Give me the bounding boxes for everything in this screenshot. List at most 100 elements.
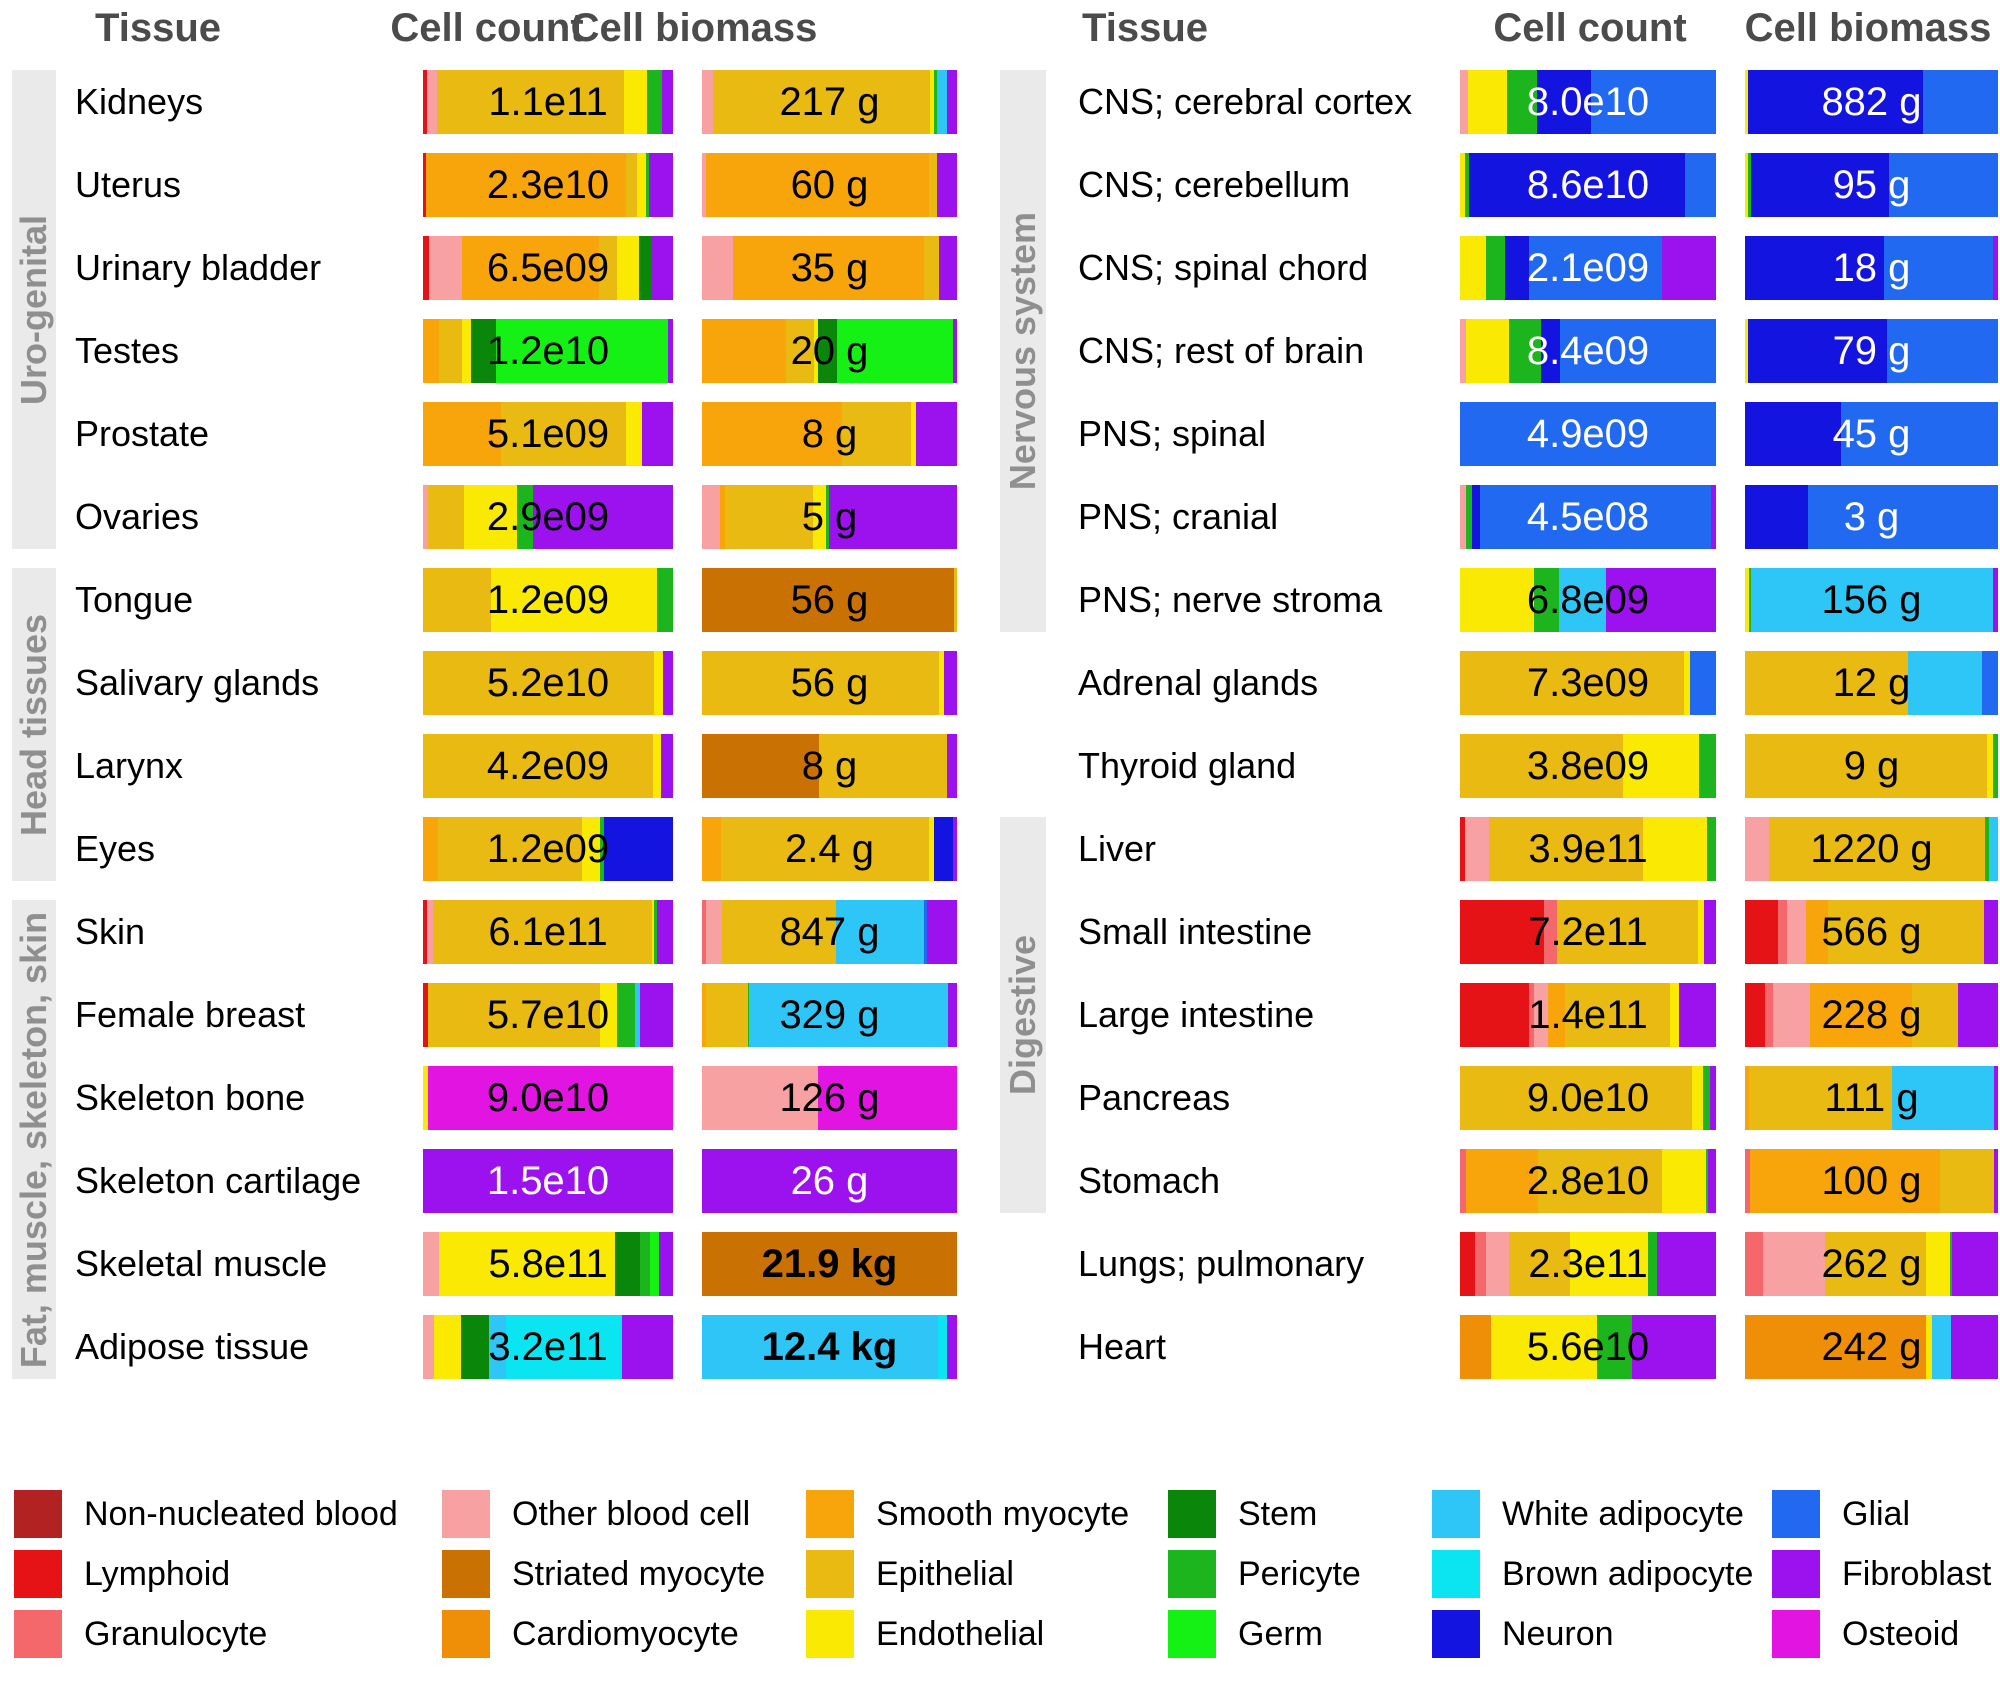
- group-label: Head tissues: [13, 613, 55, 836]
- cell-biomass-bar: 262 g: [1745, 1232, 1998, 1296]
- segment-smooth: [426, 153, 626, 217]
- segment-pericyte: [1507, 70, 1537, 134]
- segment-endothelial: [461, 319, 471, 383]
- segment-smooth: [1805, 900, 1829, 964]
- tissue-label: Liver: [1078, 828, 1157, 869]
- column-header-tissue-left: Tissue: [95, 6, 221, 50]
- segment-fibroblast: [660, 734, 673, 798]
- segment-pericyte: [1985, 817, 1990, 881]
- segment-germ: [495, 319, 668, 383]
- legend-item-granulocyte: Granulocyte: [14, 1610, 267, 1658]
- segment-epithelial: [1745, 734, 1987, 798]
- legend-label: Osteoid: [1842, 1614, 1960, 1653]
- segment-fibroblast: [649, 153, 673, 217]
- segment-lymphoid: [1745, 900, 1778, 964]
- segment-stem: [818, 319, 838, 383]
- segment-pericyte: [1465, 153, 1469, 217]
- legend-swatch-epithelial: [806, 1550, 854, 1598]
- segment-endothelial: [654, 651, 663, 715]
- segment-fibroblast: [1710, 485, 1716, 549]
- legend-item-non-nucleated: Non-nucleated blood: [14, 1490, 398, 1538]
- segment-fibroblast: [1678, 983, 1716, 1047]
- segment-other-blood: [1460, 485, 1467, 549]
- legend-swatch-neuron: [1432, 1610, 1480, 1658]
- cell-count-bar: 7.2e11: [1460, 900, 1716, 964]
- segment-granulocyte: [1460, 1149, 1467, 1213]
- segment-other-blood: [1485, 1232, 1509, 1296]
- segment-endothelial: [1467, 70, 1508, 134]
- tissue-label: CNS; cerebral cortex: [1078, 81, 1413, 122]
- segment-fibroblast: [656, 900, 673, 964]
- cell-count-bar: 8.4e09: [1460, 319, 1716, 383]
- segment-smooth: [705, 153, 929, 217]
- segment-white-adipocyte: [1751, 568, 1993, 632]
- segment-pericyte: [825, 485, 830, 549]
- segment-other-blood: [1460, 319, 1467, 383]
- segment-granulocyte: [1529, 983, 1535, 1047]
- segment-glial: [1889, 153, 1998, 217]
- segment-fibroblast: [953, 817, 957, 881]
- cell-biomass-bar: 95 g: [1745, 153, 1998, 217]
- cell-count-bar: 2.9e09: [423, 485, 673, 549]
- segment-epithelial: [599, 236, 617, 300]
- cell-count-bar: 4.5e08: [1460, 485, 1716, 549]
- segment-smooth: [1750, 1149, 1940, 1213]
- segment-smooth: [461, 236, 600, 300]
- cell-count-bar: 2.3e11: [1460, 1232, 1716, 1296]
- legend-swatch-fibroblast: [1772, 1550, 1820, 1598]
- cell-biomass-bar: 847 g: [702, 900, 957, 964]
- tissue-label: Skeleton bone: [75, 1077, 306, 1118]
- cell-biomass-bar: 35 g: [702, 236, 957, 300]
- segment-white-adipocyte: [489, 1315, 506, 1379]
- segment-pericyte: [1748, 568, 1752, 632]
- segment-other-blood: [705, 900, 723, 964]
- segment-epithelial: [436, 70, 625, 134]
- legend-swatch-brown-adipocyte: [1432, 1550, 1480, 1598]
- segment-white-adipocyte: [635, 983, 641, 1047]
- segment-pericyte: [1466, 485, 1472, 549]
- segment-endothelial: [1745, 153, 1749, 217]
- cell-count-bar: 3.2e11: [423, 1315, 673, 1379]
- segment-epithelial: [438, 817, 582, 881]
- legend-swatch-granulocyte: [14, 1610, 62, 1658]
- segment-other-blood: [702, 70, 714, 134]
- legend-label: Germ: [1238, 1614, 1323, 1653]
- cell-count-bar: 2.1e09: [1460, 236, 1716, 300]
- segment-endothelial: [637, 153, 646, 217]
- segment-endothelial: [1684, 651, 1691, 715]
- segment-neuron: [1504, 236, 1530, 300]
- cell-count-bar: 2.8e10: [1460, 1149, 1717, 1213]
- segment-epithelial: [702, 651, 940, 715]
- legend-label: White adipocyte: [1502, 1494, 1744, 1533]
- group-label: Uro-genital: [13, 214, 55, 405]
- segment-smooth: [1548, 983, 1565, 1047]
- segment-endothelial: [653, 734, 661, 798]
- segment-smooth: [732, 236, 924, 300]
- cell-count-bar: 5.2e10: [423, 651, 673, 715]
- segment-smooth: [702, 817, 722, 881]
- legend-swatch-pericyte: [1168, 1550, 1216, 1598]
- tissue-label: Salivary glands: [75, 662, 320, 703]
- segment-other-blood: [1534, 983, 1549, 1047]
- segment-smooth: [1466, 1149, 1539, 1213]
- segment-white-adipocyte: [1558, 568, 1606, 632]
- segment-epithelial: [705, 983, 748, 1047]
- segment-fibroblast: [948, 983, 957, 1047]
- segment-granulocyte: [702, 900, 706, 964]
- tissue-label: Female breast: [75, 994, 306, 1035]
- segment-endothelial: [1466, 319, 1509, 383]
- column-header-cell-biomass-right: Cell biomass: [1744, 6, 1992, 50]
- segment-endothelial: [930, 70, 935, 134]
- segment-pericyte: [1485, 236, 1505, 300]
- cell-biomass-bar: 18 g: [1745, 236, 1999, 300]
- segment-other-blood: [423, 485, 428, 549]
- segment-glial: [1559, 319, 1716, 383]
- segment-epithelial: [1564, 983, 1670, 1047]
- segment-endothelial: [928, 817, 935, 881]
- segment-fibroblast: [1994, 1149, 1998, 1213]
- segment-white-adipocyte: [1908, 651, 1982, 715]
- segment-brown-adipocyte: [505, 1315, 622, 1379]
- legend-label: Glial: [1842, 1494, 1911, 1533]
- segment-glial: [1685, 153, 1716, 217]
- cell-count-bar: 6.5e09: [423, 236, 673, 300]
